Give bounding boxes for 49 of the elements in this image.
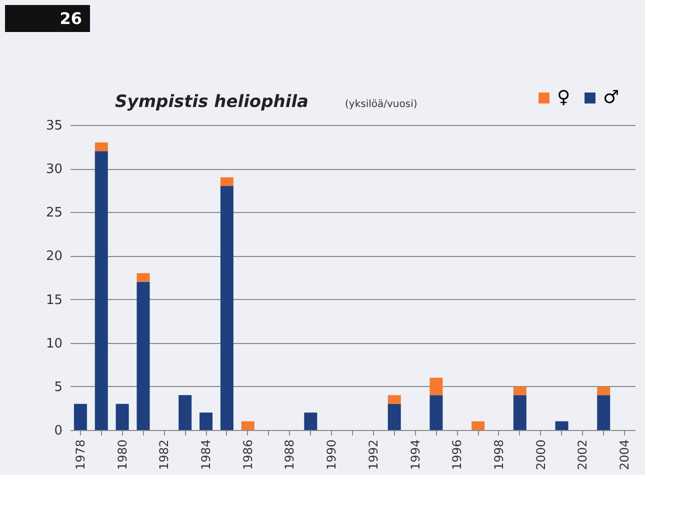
y-tick-label: 0	[54, 424, 62, 438]
x-tick-label: 1998	[492, 440, 506, 470]
bar	[430, 395, 443, 430]
bar	[241, 421, 254, 430]
bar	[388, 404, 401, 430]
y-tick-label: 20	[46, 249, 62, 264]
bar	[388, 395, 401, 404]
bar	[220, 177, 234, 186]
legend-label: ♂	[603, 87, 620, 108]
bar	[94, 142, 108, 152]
text: 26	[60, 9, 82, 28]
bar	[597, 395, 610, 430]
legend-label: ♀	[557, 87, 570, 108]
y-tick-label: 25	[46, 206, 62, 221]
bar	[220, 186, 234, 430]
x-tick-label: 1988	[282, 440, 297, 470]
bar	[136, 273, 150, 282]
x-tick-label: 1996	[450, 440, 464, 470]
bar	[136, 282, 150, 430]
x-tick-label: 1980	[115, 440, 130, 470]
x-tick-label: 2002	[576, 440, 590, 470]
x-tick-label: 2004	[618, 440, 632, 470]
bar	[178, 395, 192, 430]
bar	[430, 378, 443, 396]
bar	[513, 395, 526, 430]
x-tick-label: 1982	[157, 440, 172, 470]
y-tick-label: 5	[54, 380, 62, 395]
bar	[472, 421, 485, 430]
x-tick-label: 1990	[324, 440, 339, 470]
x-tick-label: 1994	[408, 440, 422, 470]
y-tick-label: 35	[46, 118, 62, 134]
x-tick-label: 1978	[73, 440, 88, 470]
x-tick-label: 2000	[534, 440, 548, 470]
bar	[116, 404, 129, 430]
bar	[555, 421, 568, 430]
y-tick-label: 10	[46, 336, 62, 352]
bar	[74, 404, 87, 430]
bar	[304, 412, 318, 430]
chart-title: Sympistis heliophila	[115, 92, 309, 112]
x-tick-label: 1986	[240, 440, 255, 470]
chart-subtitle: (yksilöä/vuosi)	[345, 99, 418, 110]
x-tick-label: 1984	[199, 440, 214, 470]
x-tick-label: 1992	[366, 440, 380, 470]
bar	[513, 386, 526, 396]
bar	[200, 412, 213, 430]
y-tick-label: 15	[46, 292, 62, 308]
bar	[94, 151, 108, 430]
bar	[597, 386, 610, 396]
y-tick-label: 30	[46, 162, 62, 178]
